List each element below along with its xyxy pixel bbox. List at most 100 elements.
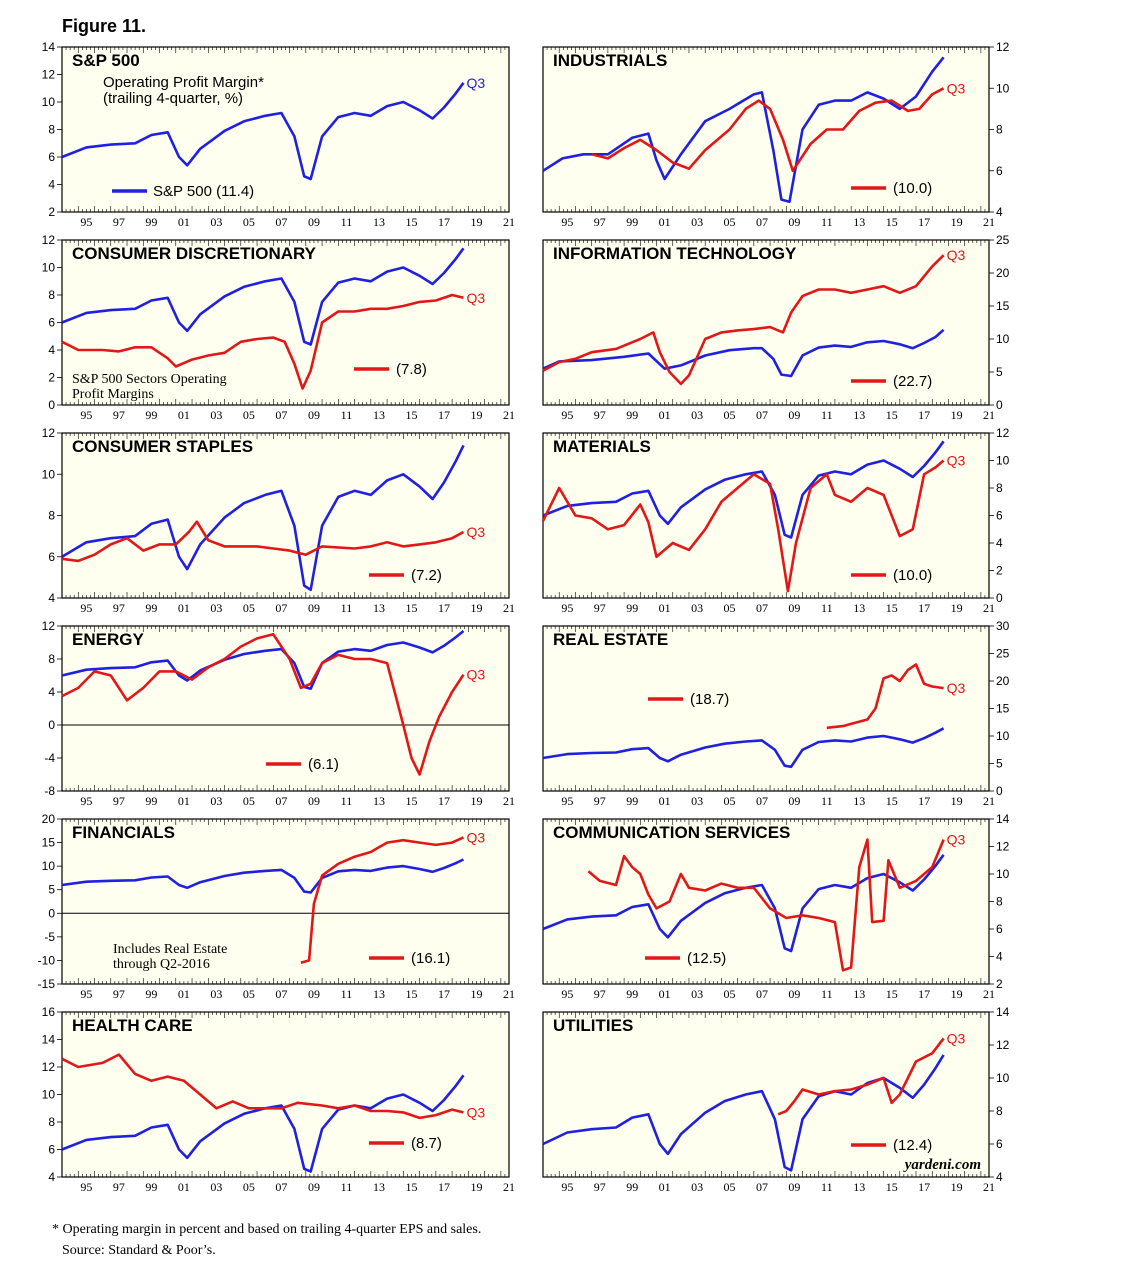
x-tick-label: 07 xyxy=(275,987,287,1001)
y-tick-label: 0 xyxy=(996,398,1003,412)
x-tick-label: 07 xyxy=(756,1180,768,1194)
x-tick-label: 99 xyxy=(145,1180,157,1194)
x-tick-label: 01 xyxy=(178,794,190,808)
legend-label-red: (16.1) xyxy=(411,950,450,967)
y-tick-label: 10 xyxy=(996,81,1010,95)
x-tick-label: 21 xyxy=(503,1180,515,1194)
x-tick-label: 09 xyxy=(308,601,320,615)
x-tick-label: 19 xyxy=(470,601,482,615)
chart-title: CONSUMER STAPLES xyxy=(72,437,253,456)
x-tick-label: 15 xyxy=(405,601,417,615)
legend-label-red: (7.2) xyxy=(411,567,442,584)
x-tick-label: 19 xyxy=(951,987,963,1001)
chart-note: Includes Real Estate xyxy=(113,942,227,957)
y-tick-label: 20 xyxy=(42,812,56,826)
y-tick-label: 4 xyxy=(48,178,55,192)
x-tick-label: 21 xyxy=(983,1180,995,1194)
x-tick-label: 97 xyxy=(113,987,125,1001)
chart-subtitle: Operating Profit Margin* xyxy=(103,74,264,91)
legend-label-red: (7.8) xyxy=(396,361,427,378)
y-tick-label: 12 xyxy=(42,426,56,440)
x-tick-label: 15 xyxy=(886,215,898,229)
x-tick-label: 15 xyxy=(405,215,417,229)
x-tick-label: 17 xyxy=(438,601,450,615)
x-tick-label: 09 xyxy=(788,215,800,229)
legend-label-red: (12.5) xyxy=(687,950,726,967)
plot-area xyxy=(61,1011,510,1178)
x-tick-label: 07 xyxy=(756,987,768,1001)
x-tick-label: 07 xyxy=(275,601,287,615)
q3-marker: Q3 xyxy=(947,453,966,469)
x-tick-label: 01 xyxy=(178,408,190,422)
x-tick-label: 97 xyxy=(113,601,125,615)
watermark: yardeni.com xyxy=(903,1157,981,1173)
x-tick-label: 99 xyxy=(145,215,157,229)
x-tick-label: 05 xyxy=(243,215,255,229)
x-tick-label: 99 xyxy=(626,601,638,615)
x-tick-label: 97 xyxy=(113,408,125,422)
x-tick-label: 01 xyxy=(178,987,190,1001)
x-tick-label: 09 xyxy=(788,987,800,1001)
x-tick-label: 11 xyxy=(341,987,353,1001)
x-tick-label: 95 xyxy=(561,1180,573,1194)
y-tick-label: 10 xyxy=(42,95,56,109)
x-tick-label: 17 xyxy=(438,1180,450,1194)
x-tick-label: 07 xyxy=(275,408,287,422)
series-line-blue xyxy=(61,1074,465,1173)
y-tick-label: -5 xyxy=(44,930,55,944)
x-tick-label: 99 xyxy=(626,794,638,808)
series-line-red xyxy=(300,836,465,965)
x-tick-label: 95 xyxy=(561,794,573,808)
y-tick-label: 10 xyxy=(996,729,1010,743)
x-tick-label: 17 xyxy=(918,408,930,422)
x-tick-label: 13 xyxy=(853,601,865,615)
x-tick-label: 17 xyxy=(918,601,930,615)
y-tick-label: 5 xyxy=(48,883,55,897)
y-tick-label: 2 xyxy=(996,564,1003,578)
x-tick-label: 05 xyxy=(724,987,736,1001)
y-tick-label: 14 xyxy=(42,1033,56,1047)
chart-title: REAL ESTATE xyxy=(553,630,668,649)
q3-marker: Q3 xyxy=(947,247,966,263)
x-tick-label: 13 xyxy=(373,1180,385,1194)
x-tick-label: 07 xyxy=(756,408,768,422)
x-tick-label: 11 xyxy=(341,794,353,808)
x-tick-label: 19 xyxy=(951,408,963,422)
series-line-red xyxy=(61,1053,464,1120)
series-line-blue xyxy=(61,82,465,181)
x-tick-label: 17 xyxy=(918,987,930,1001)
x-tick-label: 99 xyxy=(626,408,638,422)
legend-label-red: (18.7) xyxy=(690,691,729,708)
chart-title: CONSUMER DISCRETIONARY xyxy=(72,244,317,263)
x-tick-label: 09 xyxy=(788,601,800,615)
x-tick-label: 13 xyxy=(373,987,385,1001)
y-tick-label: 5 xyxy=(996,365,1003,379)
q3-marker: Q3 xyxy=(947,80,966,96)
x-tick-label: 95 xyxy=(561,987,573,1001)
x-tick-label: 19 xyxy=(951,215,963,229)
y-tick-label: 6 xyxy=(996,509,1003,523)
x-tick-label: 07 xyxy=(275,1180,287,1194)
series-line-red xyxy=(541,459,945,593)
x-tick-label: 09 xyxy=(788,794,800,808)
x-tick-label: 99 xyxy=(145,794,157,808)
x-tick-label: 11 xyxy=(341,408,353,422)
y-tick-label: 4 xyxy=(48,343,55,357)
x-tick-label: 11 xyxy=(341,215,353,229)
x-tick-label: 97 xyxy=(113,794,125,808)
x-tick-label: 01 xyxy=(659,794,671,808)
y-tick-label: 4 xyxy=(996,1170,1003,1184)
x-tick-label: 15 xyxy=(886,1180,898,1194)
x-tick-label: 99 xyxy=(145,601,157,615)
y-tick-label: 0 xyxy=(996,784,1003,798)
x-tick-label: 99 xyxy=(626,987,638,1001)
x-tick-label: 17 xyxy=(918,794,930,808)
chart-panel-consumer-staples: 95 97 99 01 03 05 07 09 11 13 15 17 19 21 4 6 8 10 12 CONSU… xyxy=(42,426,515,615)
x-tick-label: 21 xyxy=(503,794,515,808)
series-line-red xyxy=(61,520,465,563)
x-tick-label: 97 xyxy=(594,794,606,808)
x-tick-label: 13 xyxy=(853,215,865,229)
y-tick-label: -4 xyxy=(44,751,55,765)
x-tick-label: 13 xyxy=(373,408,385,422)
